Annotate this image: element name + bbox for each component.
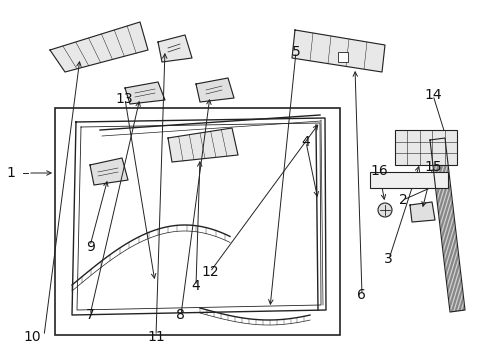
Polygon shape <box>50 22 148 72</box>
Circle shape <box>377 203 391 217</box>
Bar <box>369 172 447 188</box>
Text: 15: 15 <box>423 161 441 174</box>
Bar <box>55 108 339 335</box>
Text: 9: 9 <box>86 240 95 253</box>
Text: 14: 14 <box>423 89 441 102</box>
Text: 16: 16 <box>369 164 387 178</box>
Text: 13: 13 <box>116 92 133 106</box>
Text: 12: 12 <box>201 265 219 279</box>
Polygon shape <box>125 82 164 104</box>
Polygon shape <box>196 78 234 102</box>
Polygon shape <box>158 35 192 62</box>
Bar <box>337 52 347 62</box>
Text: 4: 4 <box>191 279 200 293</box>
Text: 11: 11 <box>147 330 165 343</box>
Polygon shape <box>168 128 238 162</box>
Text: 1: 1 <box>6 166 15 180</box>
Text: 8: 8 <box>176 308 185 322</box>
Text: 2: 2 <box>398 193 407 207</box>
Polygon shape <box>429 138 464 312</box>
Text: 3: 3 <box>384 252 392 266</box>
Bar <box>394 130 456 165</box>
Text: 6: 6 <box>357 288 366 302</box>
Text: 7: 7 <box>86 308 95 322</box>
Text: 10: 10 <box>23 330 41 343</box>
Text: 5: 5 <box>291 45 300 59</box>
Text: 4: 4 <box>301 135 309 149</box>
Polygon shape <box>291 30 384 72</box>
Polygon shape <box>90 158 128 185</box>
Polygon shape <box>409 202 434 222</box>
